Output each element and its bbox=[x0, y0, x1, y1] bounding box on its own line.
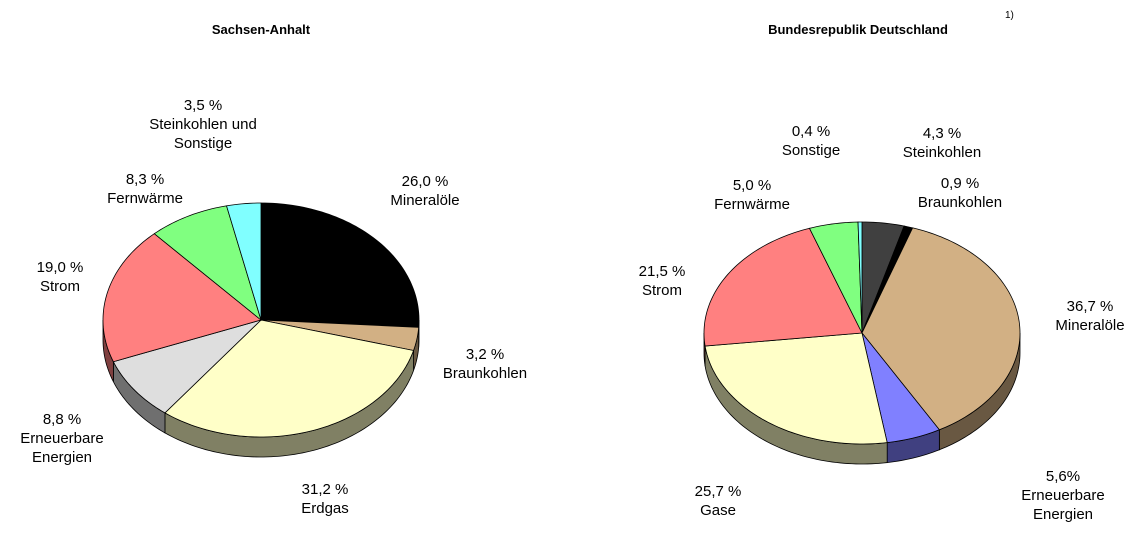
pie-slice bbox=[164, 319, 415, 438]
pie-slice bbox=[102, 233, 262, 363]
slice-label: 21,5 % Strom bbox=[597, 262, 727, 300]
chart-title: Sachsen-Anhalt bbox=[211, 22, 311, 37]
slice-label: 0,4 % Sonstige bbox=[746, 122, 876, 160]
slice-label: 3,2 % Braunkohlen bbox=[420, 345, 550, 383]
pie-slice bbox=[857, 221, 863, 334]
slice-label: 0,9 % Braunkohlen bbox=[895, 174, 1025, 212]
value-label: 25,7 % bbox=[694, 483, 742, 500]
slice-label: 25,7 % Gase bbox=[653, 482, 783, 520]
category-label: Strom bbox=[39, 278, 80, 295]
category-label: Steinkohlen und Sonstige bbox=[149, 116, 257, 152]
category-label: Fernwärme bbox=[714, 196, 790, 213]
pie-slice bbox=[808, 221, 863, 334]
pie-slice bbox=[226, 202, 262, 321]
value-label: 8,8 % bbox=[42, 411, 82, 428]
slice-label: 5,6% Erneuerbare Energien bbox=[998, 467, 1128, 524]
pie-slice bbox=[703, 227, 863, 347]
slice-label: 8,3 % Fernwärme bbox=[80, 170, 210, 208]
chart-title: Bundesrepublik Deutschland bbox=[768, 22, 948, 37]
pie-slice bbox=[861, 227, 1021, 431]
category-label: Fernwärme bbox=[107, 190, 183, 207]
value-label: 8,3 % bbox=[125, 171, 165, 188]
slice-label: 4,3 % Steinkohlen bbox=[877, 124, 1007, 162]
footnote: 1) bbox=[1005, 10, 1014, 21]
category-label: Strom bbox=[641, 282, 682, 299]
pie-slice bbox=[704, 332, 888, 445]
category-label: Mineralöle bbox=[1055, 317, 1125, 334]
category-label: Steinkohlen bbox=[902, 144, 982, 161]
value-label: 5,6% bbox=[1045, 468, 1081, 485]
value-label: 0,9 % bbox=[940, 175, 980, 192]
category-label: Sonstige bbox=[781, 142, 841, 159]
slice-label: 26,0 % Mineralöle bbox=[360, 172, 490, 210]
pie-slice bbox=[112, 319, 262, 414]
category-label: Erneuerbare Energien bbox=[1021, 487, 1105, 523]
value-label: 3,2 % bbox=[465, 346, 505, 363]
pie-slice bbox=[153, 205, 262, 322]
value-label: 31,2 % bbox=[301, 481, 349, 498]
slice-label: 5,0 % Fernwärme bbox=[687, 176, 817, 214]
value-label: 21,5 % bbox=[638, 263, 686, 280]
value-label: 0,4 % bbox=[791, 123, 831, 140]
slice-label: 3,5 % Steinkohlen und Sonstige bbox=[138, 96, 268, 153]
value-label: 5,0 % bbox=[732, 177, 772, 194]
category-label: Mineralöle bbox=[390, 192, 460, 209]
value-label: 26,0 % bbox=[401, 173, 449, 190]
category-label: Erneuerbare Energien bbox=[20, 430, 104, 466]
slice-label: 8,8 % Erneuerbare Energien bbox=[0, 410, 127, 467]
category-label: Braunkohlen bbox=[917, 194, 1003, 211]
value-label: 36,7 % bbox=[1066, 298, 1114, 315]
value-label: 3,5 % bbox=[183, 97, 223, 114]
slice-label: 36,7 % Mineralöle bbox=[1025, 297, 1132, 335]
category-label: Gase bbox=[700, 502, 736, 519]
slice-label: 31,2 % Erdgas bbox=[260, 480, 390, 518]
value-label: 4,3 % bbox=[922, 125, 962, 142]
category-label: Braunkohlen bbox=[442, 365, 528, 382]
category-label: Erdgas bbox=[301, 500, 349, 517]
value-label: 19,0 % bbox=[36, 259, 84, 276]
slice-label: 19,0 % Strom bbox=[0, 258, 125, 296]
pie-slice bbox=[861, 332, 941, 444]
pie-slice bbox=[260, 202, 420, 328]
